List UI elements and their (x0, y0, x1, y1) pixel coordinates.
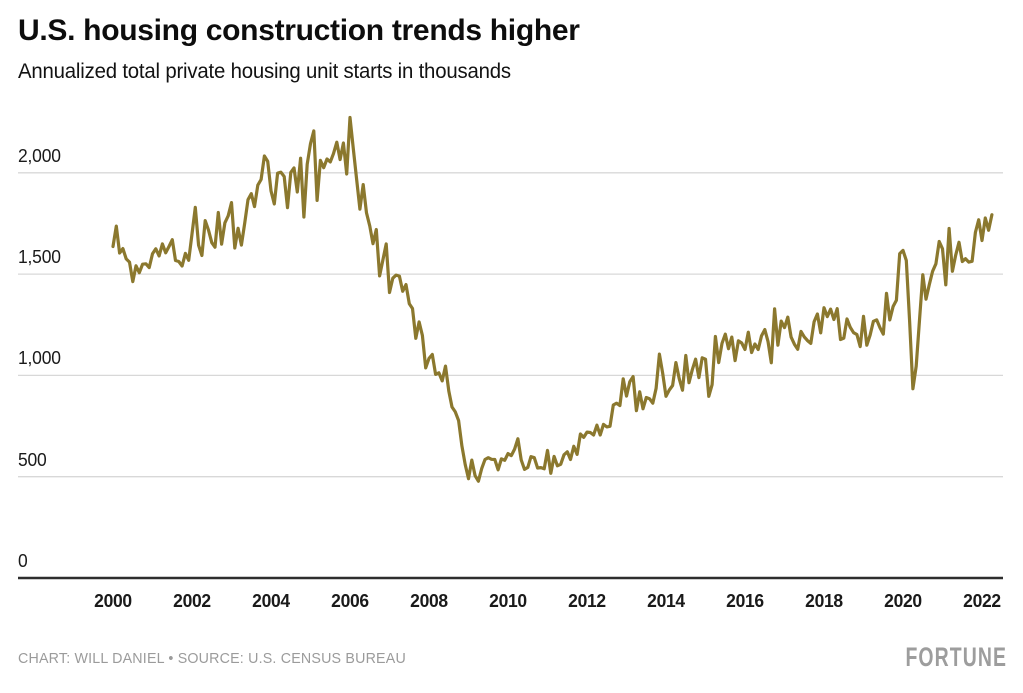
housing-starts-line (111, 115, 994, 483)
x-tick-label: 2018 (805, 591, 843, 611)
y-tick-label: 2,000 (18, 145, 61, 166)
x-tick-label: 2020 (884, 591, 922, 611)
x-tick-label: 2008 (410, 591, 448, 611)
x-tick-label: 2000 (94, 591, 132, 611)
x-tick-label: 2016 (726, 591, 764, 611)
page-subtitle: Annualized total private housing unit st… (18, 60, 511, 83)
x-tick-label: 2012 (568, 591, 606, 611)
x-tick-label: 2002 (173, 591, 211, 611)
y-tick-label: 500 (18, 449, 47, 470)
x-tick-label: 2022 (963, 591, 1001, 611)
x-tick-label: 2014 (647, 591, 685, 611)
x-tick-label: 2010 (489, 591, 527, 611)
y-tick-label: 0 (18, 551, 28, 571)
x-tick-label: 2006 (331, 591, 369, 611)
page-title: U.S. housing construction trends higher (18, 14, 580, 47)
fortune-logo: FORTUNE (905, 642, 1007, 672)
x-tick-label: 2004 (252, 591, 290, 611)
y-tick-label: 1,500 (18, 247, 61, 268)
y-tick-label: 1,000 (18, 348, 61, 369)
chart-credit: CHART: WILL DANIEL • SOURCE: U.S. CENSUS… (18, 650, 406, 667)
